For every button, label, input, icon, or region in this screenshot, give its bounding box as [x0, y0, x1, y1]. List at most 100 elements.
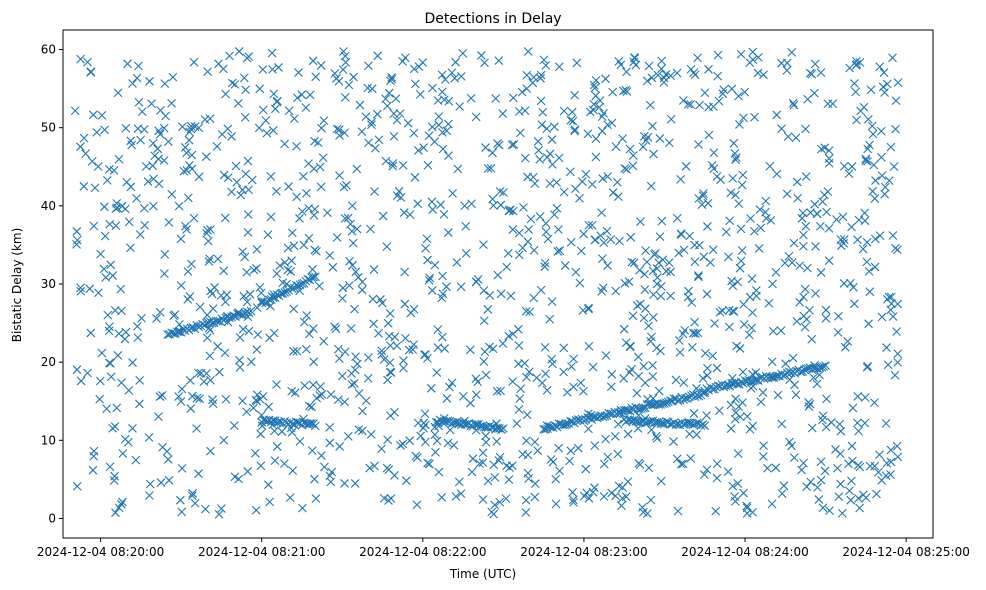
data-point	[672, 213, 682, 223]
data-point	[186, 124, 196, 134]
data-point	[724, 322, 734, 332]
data-point	[304, 401, 314, 411]
data-point	[506, 291, 516, 301]
data-point	[489, 460, 499, 470]
x-tick-label: 2024-12-04 08:21:00	[198, 545, 325, 559]
data-point	[213, 254, 223, 264]
data-point	[189, 57, 199, 67]
data-point	[218, 64, 228, 74]
data-point	[735, 412, 745, 422]
data-point	[654, 258, 664, 268]
data-point	[246, 306, 256, 316]
data-point	[747, 274, 757, 284]
data-point	[679, 245, 689, 255]
data-point	[490, 500, 500, 510]
data-point	[736, 256, 746, 266]
x-tick-label: 2024-12-04 08:22:00	[359, 545, 486, 559]
data-point	[377, 444, 386, 454]
data-point	[823, 187, 833, 197]
data-point	[755, 205, 765, 214]
data-point	[690, 317, 700, 327]
data-point	[854, 494, 863, 503]
data-point	[627, 364, 636, 374]
data-point	[440, 75, 450, 84]
data-point	[118, 449, 128, 458]
data-point	[294, 68, 303, 77]
data-point	[110, 422, 120, 431]
data-point	[114, 329, 124, 339]
data-point	[673, 506, 683, 516]
data-point	[154, 412, 163, 421]
data-point	[818, 503, 828, 513]
data-point	[258, 65, 268, 74]
data-point	[625, 415, 635, 425]
data-point	[370, 461, 379, 471]
data-point	[483, 305, 493, 314]
data-point	[893, 358, 903, 367]
data-point	[712, 172, 722, 181]
data-point	[742, 501, 752, 511]
data-point	[577, 177, 587, 186]
data-point	[611, 286, 621, 296]
data-point	[823, 99, 833, 109]
data-point	[499, 188, 508, 197]
data-point	[888, 312, 898, 321]
data-point	[144, 433, 154, 442]
data-point	[400, 299, 410, 309]
data-point	[173, 327, 182, 337]
data-point	[861, 154, 871, 164]
data-point	[317, 390, 327, 399]
data-point	[644, 61, 654, 71]
data-point	[817, 415, 827, 425]
data-point	[140, 220, 150, 230]
data-point	[289, 114, 299, 123]
data-point	[601, 434, 610, 444]
data-point	[870, 194, 880, 203]
data-point	[844, 459, 853, 469]
data-point	[569, 497, 578, 507]
data-point	[655, 134, 665, 143]
data-point	[766, 215, 776, 225]
data-point	[661, 266, 671, 276]
data-point	[101, 273, 111, 282]
data-point	[692, 384, 701, 393]
data-point	[659, 77, 669, 87]
data-point	[541, 369, 550, 379]
data-point	[725, 216, 735, 226]
data-point	[648, 312, 658, 322]
data-point	[530, 492, 540, 502]
data-point	[254, 123, 264, 133]
data-point	[203, 67, 213, 76]
data-point	[611, 491, 620, 501]
data-point	[363, 353, 373, 362]
data-point	[697, 200, 707, 210]
data-point	[724, 252, 733, 262]
data-point	[541, 60, 551, 70]
data-point	[404, 345, 414, 355]
data-point	[752, 291, 761, 301]
data-point	[268, 126, 278, 135]
data-point	[246, 357, 256, 367]
data-point	[295, 214, 304, 223]
data-point	[128, 424, 137, 433]
data-point	[381, 94, 390, 104]
data-point	[746, 214, 755, 223]
data-point	[820, 143, 830, 153]
data-point	[694, 271, 703, 280]
data-point	[779, 481, 789, 491]
data-point	[194, 172, 204, 182]
data-point	[136, 135, 145, 145]
data-point	[307, 419, 316, 428]
data-point	[646, 336, 656, 346]
data-point	[704, 64, 713, 74]
data-point	[202, 369, 211, 378]
data-point	[870, 461, 880, 471]
data-point	[304, 203, 314, 213]
data-point	[893, 78, 903, 88]
data-point	[798, 208, 808, 218]
data-point	[219, 435, 229, 445]
data-point	[854, 426, 863, 436]
x-axis-label: Time (UTC)	[449, 567, 516, 581]
data-point	[652, 264, 662, 273]
data-point	[639, 131, 649, 141]
